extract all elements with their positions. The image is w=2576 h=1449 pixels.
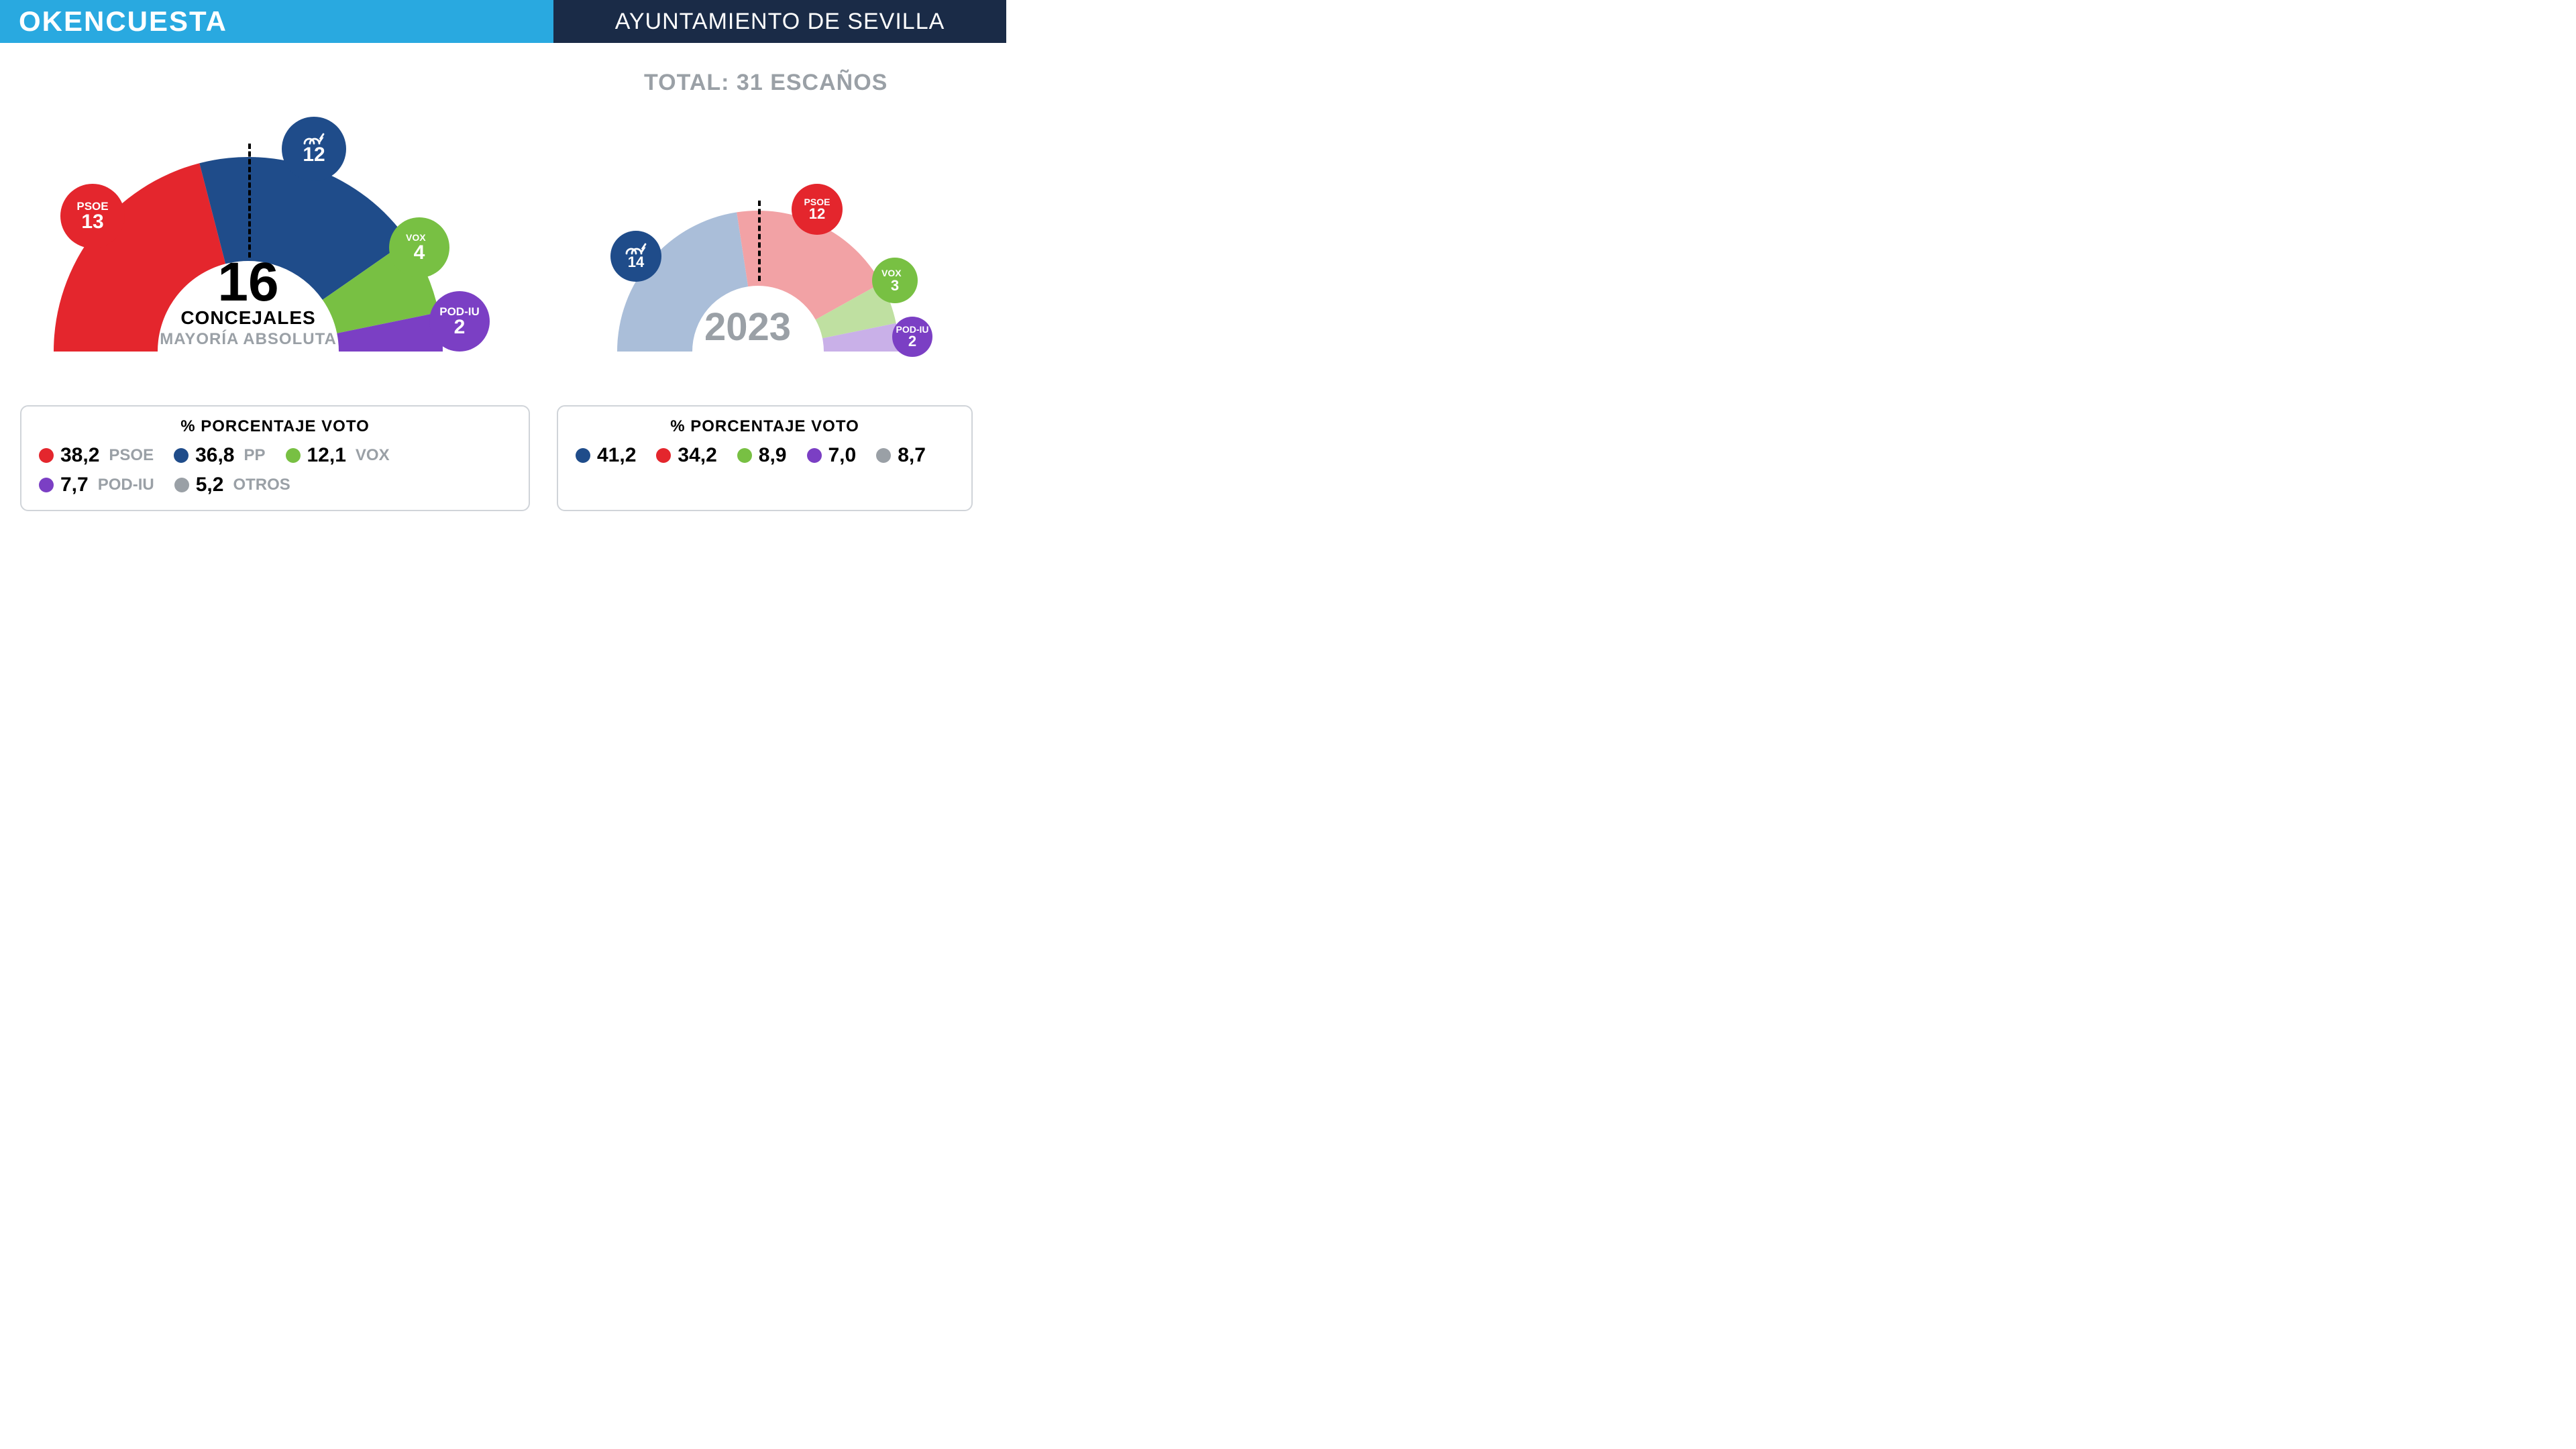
legend-dot [576,448,590,463]
majority-label: CONCEJALES [154,307,342,329]
badge-vox: VOX4 [389,217,449,278]
majority-number: 16 [154,258,342,307]
legend-dot [807,448,822,463]
center-text-left: 16 CONCEJALES MAYORÍA ABSOLUTA [154,258,342,349]
legend-left: % PORCENTAJE VOTO 38,2 PSOE 36,8 PP 12,1… [20,405,530,511]
legend-dot [286,448,301,463]
legend-pct: 8,9 [759,444,787,467]
legend-party: PSOE [109,446,154,465]
legend-dot [876,448,891,463]
legend-party: PP [244,446,265,465]
legend-item: 41,2 [576,444,636,467]
charts-area: 16 CONCEJALES MAYORÍA ABSOLUTA 2023 TOTA… [0,43,1006,392]
badge-psoe: PSOE13 [60,184,125,248]
legend-items: 38,2 PSOE 36,8 PP 12,1 VOX 7,7 POD-IU 5,… [39,444,511,496]
legend-pct: 7,0 [828,444,857,467]
legend-pct: 38,2 [60,444,99,467]
majority-line-right [758,201,761,281]
majority-sublabel: MAYORÍA ABSOLUTA [154,330,342,349]
legend-item: 5,2 OTROS [174,474,290,496]
legend-party: VOX [356,446,390,465]
legend-items: 41,2 34,2 8,9 7,0 8,7 [576,444,954,467]
legend-pct: 34,2 [678,444,716,467]
badge-pp: 12 [282,117,346,181]
legend-pct: 36,8 [195,444,234,467]
legend-item: 7,0 [807,444,857,467]
legend-party: OTROS [233,476,290,494]
legend-item: 8,7 [876,444,926,467]
badge-pod: POD-IU2 [429,291,490,352]
legend-item: 8,9 [737,444,787,467]
legend-dot [174,448,189,463]
legend-pct: 41,2 [597,444,636,467]
legend-title: % PORCENTAJE VOTO [576,417,954,436]
header-brand: OKENCUESTA [0,0,553,43]
header: OKENCUESTA AYUNTAMIENTO DE SEVILLA [0,0,1006,43]
legend-item: 34,2 [656,444,716,467]
legend-item: 7,7 POD-IU [39,474,154,496]
total-seats-label: TOTAL: 31 ESCAÑOS [644,70,888,96]
legend-dot [174,478,189,492]
legend-pct: 12,1 [307,444,346,467]
legend-pct: 5,2 [196,474,224,496]
badge-psoe: PSOE12 [792,184,843,235]
legend-item: 38,2 PSOE [39,444,154,467]
legend-right: % PORCENTAJE VOTO 41,2 34,2 8,9 7,0 8,7 [557,405,973,511]
majority-line-left [248,144,251,258]
year-label: 2023 [704,305,791,350]
legends-row: % PORCENTAJE VOTO 38,2 PSOE 36,8 PP 12,1… [0,405,1006,511]
legend-party: POD-IU [98,476,154,494]
legend-pct: 8,7 [898,444,926,467]
badge-vox: VOX3 [872,258,918,303]
legend-dot [737,448,752,463]
legend-dot [39,478,54,492]
badge-pod: POD-IU2 [892,317,932,357]
header-title: AYUNTAMIENTO DE SEVILLA [553,0,1006,43]
legend-dot [656,448,671,463]
legend-item: 36,8 PP [174,444,265,467]
legend-title: % PORCENTAJE VOTO [39,417,511,436]
legend-pct: 7,7 [60,474,89,496]
badge-pp: 14 [610,231,661,282]
legend-dot [39,448,54,463]
legend-item: 12,1 VOX [286,444,390,467]
